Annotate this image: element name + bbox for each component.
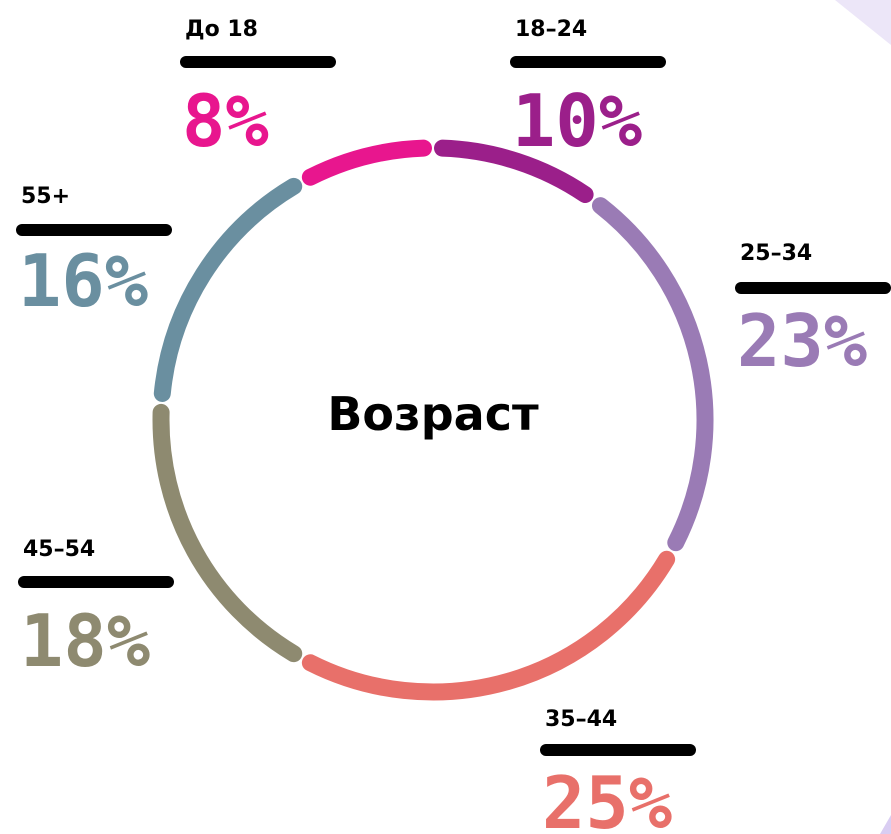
- value-label: 16%: [18, 239, 148, 323]
- category-label: 25–34: [740, 241, 812, 266]
- corner-decoration: [880, 815, 891, 834]
- chart-title: Возраст: [327, 387, 539, 441]
- category-label: 55+: [21, 184, 70, 209]
- donut-segment: [152, 403, 303, 663]
- donut-segment: [591, 197, 714, 552]
- value-label: 10%: [512, 79, 642, 163]
- category-label: До 18: [185, 17, 258, 42]
- value-label: 18%: [20, 599, 150, 683]
- donut-segment: [153, 177, 303, 402]
- value-label: 8%: [182, 79, 269, 163]
- category-label: 45–54: [23, 537, 95, 562]
- donut-segment: [433, 139, 594, 204]
- value-label: 25%: [542, 761, 672, 834]
- donut-segment: [301, 139, 433, 186]
- corner-decoration: [835, 0, 891, 45]
- donut-segment: [301, 550, 676, 701]
- category-label: 18–24: [515, 17, 587, 42]
- value-label: 23%: [737, 299, 867, 383]
- category-label: 35–44: [545, 707, 617, 732]
